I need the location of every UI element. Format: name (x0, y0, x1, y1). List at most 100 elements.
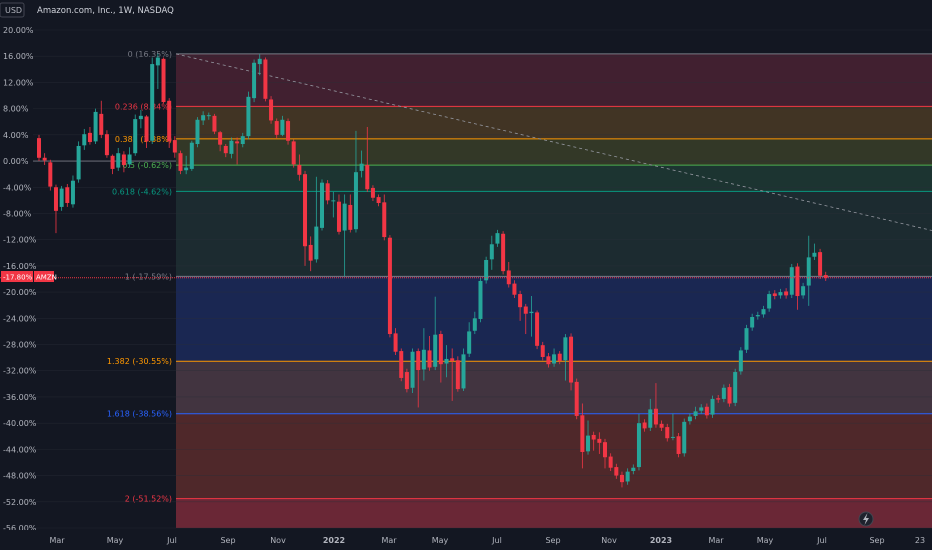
candle-body (121, 154, 126, 165)
candle-body (812, 252, 817, 257)
candle-50 (320, 179, 324, 231)
candle-body (450, 358, 455, 361)
candle-19 (144, 115, 149, 148)
candle-12 (104, 130, 109, 158)
candle-37 (246, 91, 251, 140)
candle-body (59, 188, 64, 207)
candle-102 (614, 463, 619, 479)
candle-41 (269, 96, 274, 124)
candle-body (484, 259, 489, 281)
candle-body (110, 155, 115, 169)
candle-body (744, 328, 749, 350)
x-tick-label-12: Mar (708, 536, 724, 545)
x-tick-label-8: Jul (491, 536, 502, 545)
candle-body (393, 333, 398, 352)
lightning-icon[interactable] (858, 511, 874, 527)
candle-body (552, 354, 557, 364)
candle-body (127, 154, 132, 165)
candle-2 (48, 159, 53, 191)
fib-level-label-3: 0.5 (-0.62%) (122, 161, 172, 170)
candle-132 (784, 288, 789, 299)
x-tick-label-7: May (432, 536, 449, 545)
candle-8 (82, 128, 87, 150)
candle-body (252, 62, 257, 99)
candle-109 (653, 383, 658, 428)
candle-128 (761, 305, 766, 318)
candle-79 (484, 256, 489, 284)
candle-17 (133, 114, 138, 156)
candle-78 (478, 277, 483, 323)
candle-body (257, 58, 262, 65)
candle-57 (359, 150, 364, 178)
candle-body (580, 415, 585, 452)
candle-body (636, 423, 641, 468)
candle-29 (201, 111, 206, 126)
candle-58 (365, 126, 370, 192)
x-tick-label-4: Nov (270, 536, 286, 545)
candle-93 (563, 334, 568, 381)
candle-body (274, 121, 279, 135)
candle-116 (693, 406, 698, 420)
candle-112 (670, 413, 675, 441)
currency-tag[interactable]: USD (0, 2, 25, 18)
candle-3 (53, 184, 58, 234)
candle-body (353, 172, 358, 230)
candle-body (76, 145, 81, 180)
candle-84 (512, 280, 517, 299)
candle-123 (733, 368, 738, 407)
candle-body (495, 233, 500, 244)
candle-body (801, 286, 806, 296)
candle-70 (433, 296, 438, 371)
fib-band-2 (176, 138, 932, 166)
candle-body (772, 293, 777, 297)
candle-body (438, 334, 443, 365)
candle-105 (631, 464, 636, 475)
candle-85 (518, 290, 523, 321)
candle-75 (461, 348, 466, 392)
candle-body (359, 163, 364, 171)
candle-body (501, 233, 506, 272)
candle-56 (353, 130, 358, 233)
candle-body (189, 142, 194, 169)
candle-body (557, 353, 562, 361)
y-tick-label-13: -32.00% (3, 367, 37, 376)
candle-130 (772, 290, 777, 300)
candle-46 (297, 154, 302, 181)
candle-86 (523, 303, 528, 335)
candle-body (518, 294, 523, 308)
candle-51 (325, 180, 330, 205)
candle-body (444, 358, 449, 364)
price-tag-value: -17.80% (3, 274, 33, 282)
candle-body (755, 315, 760, 317)
candle-body (178, 153, 183, 171)
candle-31 (212, 113, 217, 135)
candle-body (70, 180, 75, 205)
y-tick-label-16: -44.00% (3, 445, 37, 454)
candle-body (291, 141, 296, 165)
candle-body (421, 349, 426, 370)
candle-body (721, 387, 726, 399)
candle-body (461, 354, 466, 389)
candle-body (229, 140, 234, 154)
candle-body (761, 309, 766, 315)
candle-body (201, 115, 206, 121)
candle-body (818, 252, 823, 276)
candle-54 (342, 194, 347, 277)
candle-114 (682, 418, 687, 457)
candle-body (167, 100, 172, 142)
candle-body (535, 312, 540, 346)
candle-63 (393, 328, 398, 356)
candle-1 (42, 153, 47, 165)
candle-body (591, 434, 596, 440)
x-axis-background (0, 530, 932, 550)
candle-body (597, 438, 602, 443)
candle-body (529, 311, 534, 314)
candle-body (619, 474, 624, 483)
x-tick-label-13: May (757, 536, 774, 545)
candle-49 (314, 176, 319, 263)
candle-62 (387, 235, 392, 338)
candle-body (682, 421, 687, 454)
y-tick-label-14: -36.00% (3, 393, 37, 402)
